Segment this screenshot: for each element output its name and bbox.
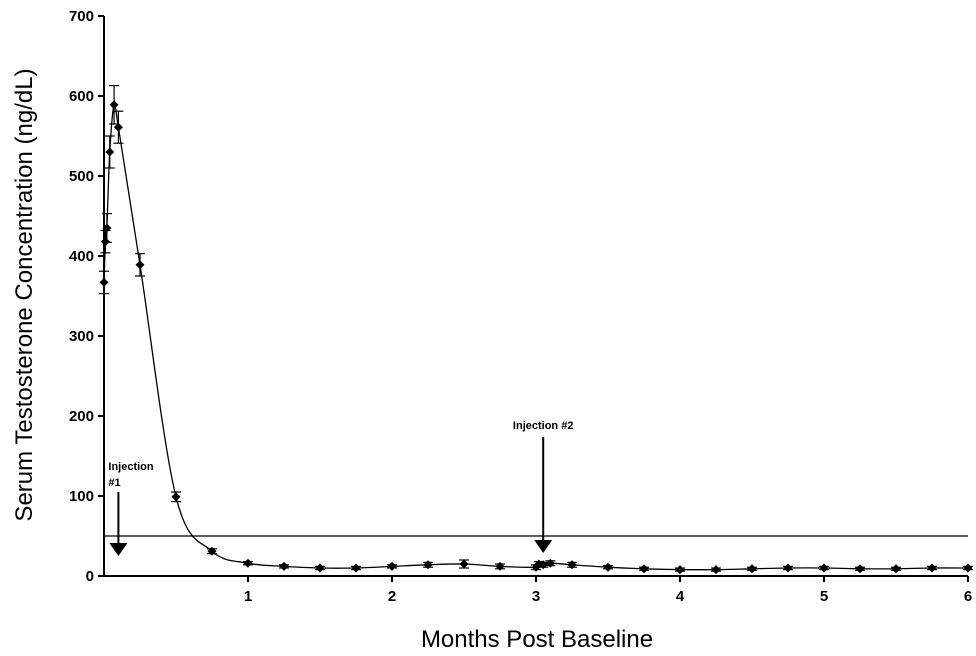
annotation-injection-2-label: Injection #2 [513, 420, 574, 432]
data-point [603, 562, 613, 572]
y-tick-label: 600 [69, 88, 94, 105]
x-tick-label: 5 [820, 588, 828, 605]
data-point [963, 563, 973, 573]
annotation-injection-2-arrowhead [534, 540, 553, 553]
data-point [171, 492, 181, 502]
data-point [747, 564, 757, 574]
data-point [207, 546, 217, 556]
y-axis-label: Serum Testosterone Concentration (ng/dL) [11, 68, 38, 521]
annotations: Injection #1 Injection #2 [108, 420, 573, 556]
data-point [927, 563, 937, 573]
data-point [819, 563, 829, 573]
data-point [675, 565, 685, 575]
data-point [538, 560, 548, 570]
data-point [711, 565, 721, 575]
data-point [99, 277, 109, 287]
x-tick-label: 6 [964, 588, 972, 605]
annotation-injection-1-arrowhead [109, 543, 128, 556]
annotation-injection-1-label: Injection #1 [108, 461, 154, 489]
x-tick-label: 3 [532, 588, 540, 605]
x-tick-label: 2 [388, 588, 396, 605]
y-tick-label: 400 [69, 248, 94, 265]
data-point [783, 563, 793, 573]
error-bars [99, 84, 973, 572]
data-point [315, 563, 325, 573]
data-point [135, 260, 145, 270]
data-point [105, 147, 115, 157]
data-point [102, 223, 112, 233]
x-axis-label: Months Post Baseline [421, 626, 653, 653]
data-point [495, 561, 505, 571]
x-tick-label: 4 [676, 588, 685, 605]
y-tick-label: 200 [69, 408, 94, 425]
series-line-group [103, 102, 969, 571]
y-tick-label: 0 [86, 568, 94, 585]
data-points [99, 100, 973, 575]
data-point [891, 564, 901, 574]
data-point [855, 564, 865, 574]
data-point [351, 563, 361, 573]
y-tick-label: 300 [69, 328, 94, 345]
data-point [567, 560, 577, 570]
data-point [387, 561, 397, 571]
x-tick-label: 1 [244, 588, 252, 605]
data-point [100, 237, 110, 247]
data-point [243, 558, 253, 568]
ticks: 0 100 200 300 400 500 600 700 1 2 3 4 5 6 [69, 8, 972, 605]
y-tick-label: 100 [69, 488, 94, 505]
axes [103, 16, 968, 577]
data-point [423, 560, 433, 570]
data-point [113, 122, 123, 132]
data-point [639, 564, 649, 574]
series-line [103, 102, 969, 571]
y-tick-label: 500 [69, 168, 94, 185]
data-point [545, 558, 555, 568]
data-point [279, 561, 289, 571]
y-tick-label: 700 [69, 8, 94, 25]
data-point [109, 100, 119, 110]
data-point [459, 559, 469, 569]
